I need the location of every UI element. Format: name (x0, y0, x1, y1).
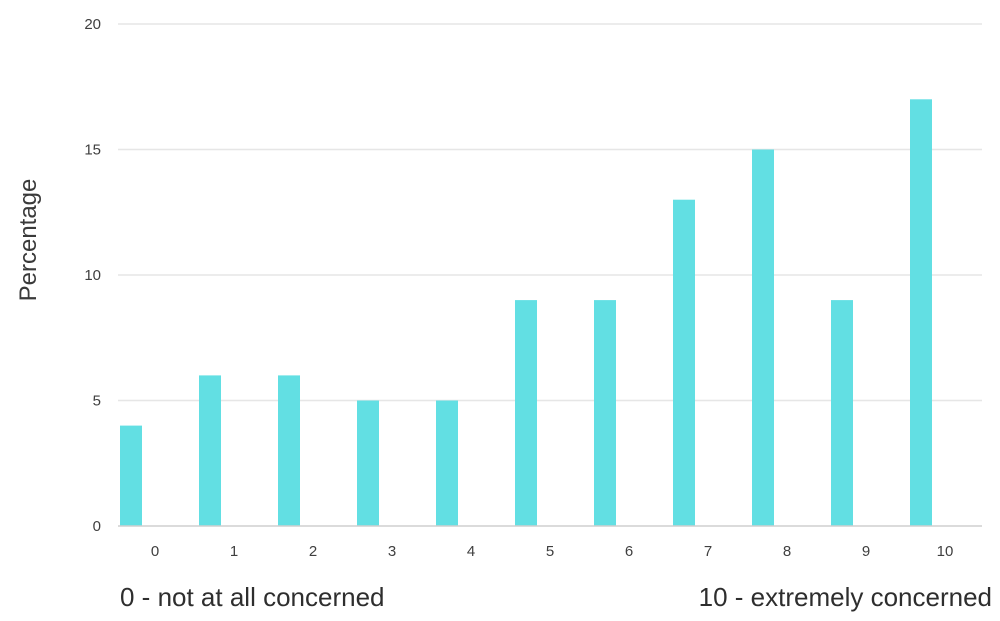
x-tick-label: 3 (388, 543, 396, 560)
bar-7 (673, 199, 695, 526)
bar-1 (199, 375, 221, 526)
bar-9 (831, 300, 853, 526)
bar-10 (910, 99, 932, 527)
x-tick-label: 10 (937, 543, 954, 560)
x-tick-label: 2 (309, 543, 317, 560)
x-tick-label: 4 (467, 543, 475, 560)
scale-note-high: 10 - extremely concerned (698, 582, 992, 612)
y-tick-label: 0 (93, 518, 101, 535)
x-tick-label: 9 (862, 543, 870, 560)
x-tick-label: 0 (151, 543, 159, 560)
y-axis-ticks: 0 5 10 15 20 (84, 16, 101, 535)
x-tick-label: 1 (230, 543, 238, 560)
bar-8 (752, 149, 774, 526)
x-tick-label: 8 (783, 543, 791, 560)
x-axis-ticks: 0 1 2 3 4 5 6 7 8 9 10 (151, 543, 954, 560)
y-tick-label: 10 (84, 267, 101, 284)
y-tick-label: 20 (84, 16, 101, 33)
bar-4 (436, 400, 458, 526)
bar-3 (357, 400, 379, 526)
x-tick-label: 6 (625, 543, 633, 560)
bar-6 (594, 300, 616, 526)
bar-5 (515, 300, 537, 526)
x-tick-label: 7 (704, 543, 712, 560)
y-tick-label: 5 (93, 393, 101, 410)
scale-note-low: 0 - not at all concerned (120, 582, 385, 612)
bar-2 (278, 375, 300, 526)
bars (120, 99, 932, 527)
y-axis-title: Percentage (15, 179, 42, 302)
bar-0 (120, 425, 142, 526)
y-tick-label: 15 (84, 142, 101, 159)
x-tick-label: 5 (546, 543, 554, 560)
